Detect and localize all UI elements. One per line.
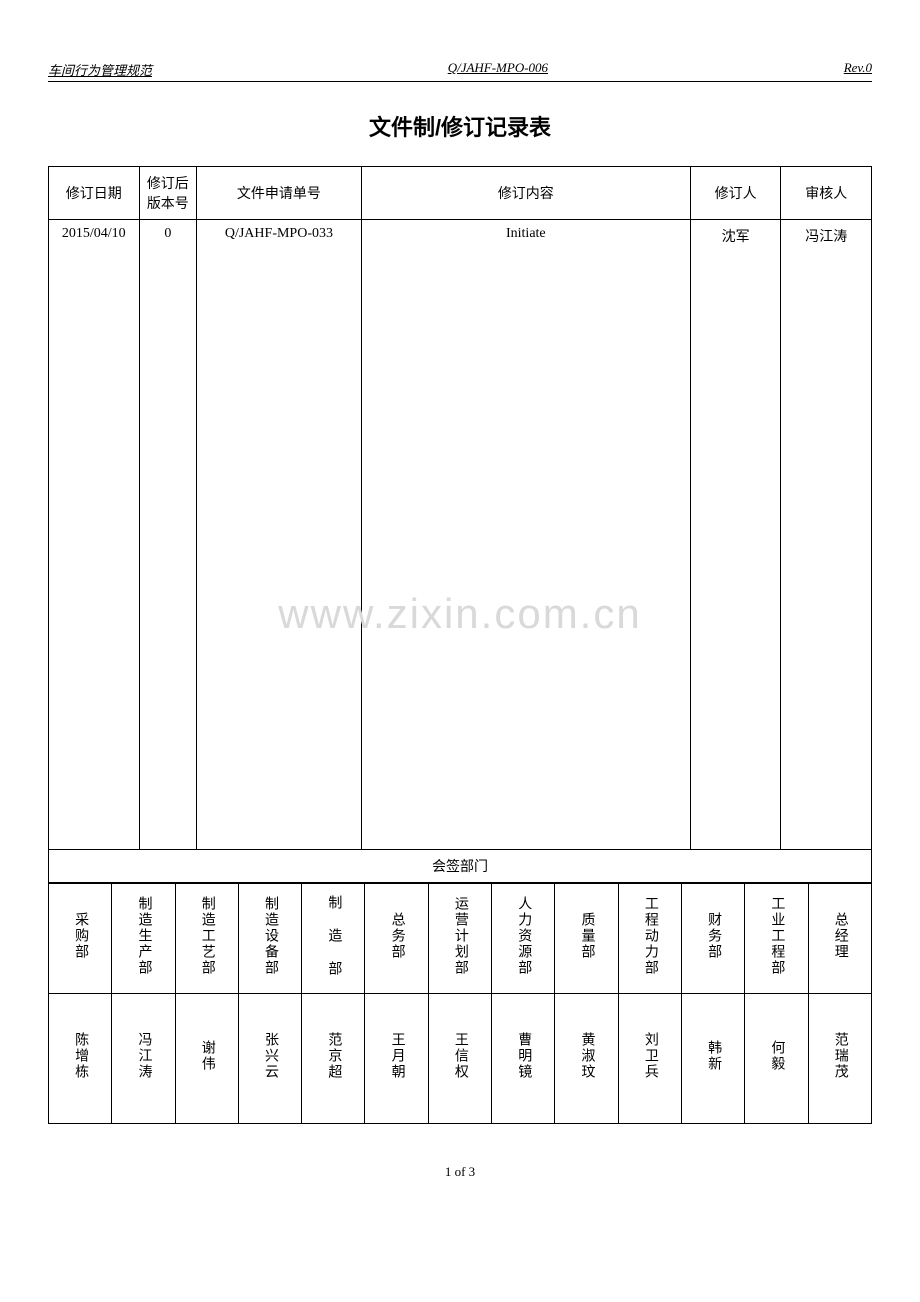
name-cell: 王信权	[428, 994, 491, 1124]
dept-label: 质量部	[577, 912, 597, 960]
cell-approver: 冯江涛	[781, 220, 872, 850]
dept-cell: 制 造 部	[302, 884, 365, 994]
name-label: 冯江涛	[133, 1032, 153, 1080]
page-header: 车间行为管理规范 Q/JAHF-MPO-006 Rev.0	[48, 60, 872, 82]
dept-label: 采购部	[70, 912, 90, 960]
col-approver: 审核人	[781, 167, 872, 220]
dept-cell: 运营计划部	[428, 884, 491, 994]
revision-table: 修订日期 修订后版本号 文件申请单号 修订内容 修订人 审核人 2015/04/…	[48, 166, 872, 883]
name-cell: 曹明镜	[492, 994, 555, 1124]
name-cell: 韩新	[681, 994, 744, 1124]
cell-reviser: 沈军	[690, 220, 781, 850]
dept-label: 总务部	[387, 912, 407, 960]
dept-label: 人力资源部	[513, 896, 533, 976]
name-cell: 王月朝	[365, 994, 428, 1124]
col-version: 修订后版本号	[139, 167, 197, 220]
signoff-table: 采购部 制造生产部 制造工艺部 制造设备部 制 造 部 总务部 运营计划部 人力…	[48, 883, 872, 1124]
signoff-title: 会签部门	[49, 850, 872, 883]
dept-label: 运营计划部	[450, 896, 470, 976]
dept-label: 制造设备部	[260, 896, 280, 976]
name-cell: 陈增栋	[49, 994, 112, 1124]
dept-cell: 总经理	[808, 884, 871, 994]
name-label: 王信权	[450, 1032, 470, 1080]
revision-data-row: 2015/04/10 0 Q/JAHF-MPO-033 Initiate 沈军 …	[49, 220, 872, 850]
signoff-title-row: 会签部门	[49, 850, 872, 883]
dept-cell: 制造工艺部	[175, 884, 238, 994]
dept-label: 制造生产部	[133, 896, 153, 976]
name-label: 刘卫兵	[640, 1032, 660, 1080]
name-cell: 张兴云	[238, 994, 301, 1124]
dept-label: 制 造 部	[323, 895, 343, 977]
col-content: 修订内容	[361, 167, 690, 220]
dept-cell: 总务部	[365, 884, 428, 994]
header-center: Q/JAHF-MPO-006	[448, 60, 548, 79]
name-cell: 范瑞茂	[808, 994, 871, 1124]
page-footer: 1 of 3	[48, 1164, 872, 1180]
header-left: 车间行为管理规范	[48, 60, 152, 79]
name-cell: 刘卫兵	[618, 994, 681, 1124]
name-cell: 黄淑玟	[555, 994, 618, 1124]
page-title: 文件制/修订记录表	[48, 110, 872, 142]
dept-cell: 人力资源部	[492, 884, 555, 994]
cell-docno: Q/JAHF-MPO-033	[197, 220, 362, 850]
name-label: 王月朝	[387, 1032, 407, 1080]
header-right: Rev.0	[844, 60, 872, 79]
name-label: 范京超	[323, 1032, 343, 1080]
dept-cell: 质量部	[555, 884, 618, 994]
cell-version: 0	[139, 220, 197, 850]
col-reviser: 修订人	[690, 167, 781, 220]
dept-cell: 制造设备部	[238, 884, 301, 994]
name-cell: 谢伟	[175, 994, 238, 1124]
name-cell: 范京超	[302, 994, 365, 1124]
dept-label: 制造工艺部	[197, 896, 217, 976]
cell-content: Initiate	[361, 220, 690, 850]
name-label: 陈增栋	[70, 1032, 90, 1080]
name-label: 张兴云	[260, 1032, 280, 1080]
dept-label: 工程动力部	[640, 896, 660, 976]
name-label: 范瑞茂	[830, 1032, 850, 1080]
name-cell: 何毅	[745, 994, 808, 1124]
name-cell: 冯江涛	[112, 994, 175, 1124]
dept-label: 工业工程部	[766, 896, 786, 976]
name-label: 黄淑玟	[577, 1032, 597, 1080]
name-row: 陈增栋 冯江涛 谢伟 张兴云 范京超 王月朝 王信权 曹明镜 黄淑玟 刘卫兵 韩…	[49, 994, 872, 1124]
col-date: 修订日期	[49, 167, 140, 220]
dept-cell: 工程动力部	[618, 884, 681, 994]
name-label: 谢伟	[197, 1040, 217, 1072]
dept-cell: 工业工程部	[745, 884, 808, 994]
dept-cell: 财务部	[681, 884, 744, 994]
dept-cell: 制造生产部	[112, 884, 175, 994]
name-label: 曹明镜	[513, 1032, 533, 1080]
col-docno: 文件申请单号	[197, 167, 362, 220]
dept-row: 采购部 制造生产部 制造工艺部 制造设备部 制 造 部 总务部 运营计划部 人力…	[49, 884, 872, 994]
dept-label: 财务部	[703, 912, 723, 960]
name-label: 何毅	[766, 1040, 786, 1072]
dept-cell: 采购部	[49, 884, 112, 994]
name-label: 韩新	[703, 1040, 723, 1072]
cell-date: 2015/04/10	[49, 220, 140, 850]
dept-label: 总经理	[830, 912, 850, 960]
revision-header-row: 修订日期 修订后版本号 文件申请单号 修订内容 修订人 审核人	[49, 167, 872, 220]
